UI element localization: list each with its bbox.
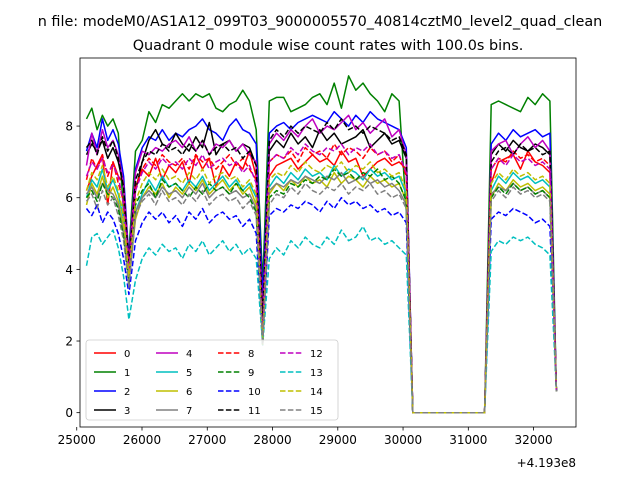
series-line-14 [85, 161, 558, 414]
legend-label-7: 7 [186, 406, 192, 417]
axes-frame [79, 57, 577, 428]
legend-label-4: 4 [186, 349, 192, 360]
axes: 25000 26000 27000 28000 29000 30000 31000 32000… [58, 57, 577, 470]
y-tick-label: 8 [65, 120, 73, 134]
legend-label-12: 12 [310, 349, 323, 360]
figure-suptitle: n file: modeM0/AS1A12_099T03_9000005570_… [38, 14, 603, 30]
legend-label-5: 5 [186, 368, 192, 379]
x-tick-label: 27000 [188, 433, 226, 447]
legend-label-9: 9 [248, 368, 254, 379]
legend-label-3: 3 [124, 406, 130, 417]
x-tick-label: 26000 [123, 433, 161, 447]
x-tick-label: 25000 [58, 433, 96, 447]
y-tick-label: 0 [65, 406, 73, 420]
x-tick-label: 28000 [253, 433, 291, 447]
series-group [85, 75, 558, 414]
legend-label-6: 6 [186, 387, 192, 398]
plot-area [85, 75, 558, 414]
series-line-13 [85, 225, 558, 414]
series-line-9 [85, 168, 558, 414]
legend-label-10: 10 [248, 387, 261, 398]
y-tick-label: 6 [65, 191, 73, 205]
legend-label-0: 0 [124, 349, 130, 360]
x-tick-label: 32000 [514, 433, 552, 447]
chart-title: Quadrant 0 module wise count rates with … [133, 38, 524, 54]
series-line-15 [85, 182, 558, 414]
legend-label-1: 1 [124, 368, 130, 379]
legend-box [85, 339, 339, 421]
x-tick-label: 30000 [384, 433, 422, 447]
legend-label-8: 8 [248, 349, 254, 360]
legend-label-11: 11 [248, 406, 261, 417]
y-tick-label: 4 [65, 263, 73, 277]
y-tick-label: 2 [65, 335, 73, 349]
legend-label-13: 13 [310, 368, 323, 379]
legend-label-2: 2 [124, 387, 130, 398]
x-tick-label: 29000 [319, 433, 357, 447]
x-offset-label: +4.193e8 [517, 456, 576, 470]
x-tick-label: 31000 [449, 433, 487, 447]
legend-label-14: 14 [310, 387, 323, 398]
legend-label-15: 15 [310, 406, 323, 417]
